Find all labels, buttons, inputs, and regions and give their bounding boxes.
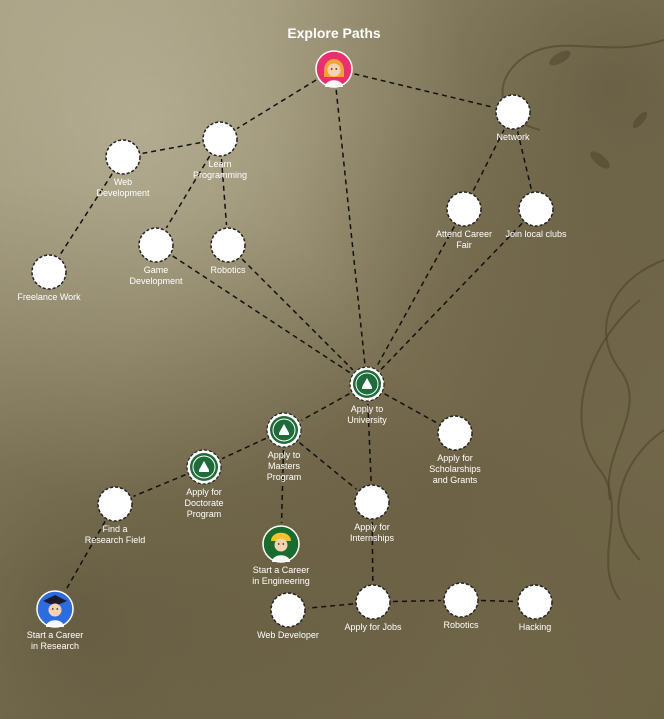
edge-internships-jobs	[371, 521, 374, 583]
node-webdev-label: Web Development	[96, 177, 150, 198]
node-internships-label: Apply for Internships	[350, 522, 395, 543]
edge-masters-internships	[299, 442, 357, 490]
node-university-label: Apply to University	[347, 404, 387, 425]
edge-jobs-web_developer	[307, 603, 354, 609]
edge-research_field-career_research	[64, 520, 106, 592]
vine-decoration	[501, 39, 664, 601]
edge-network-career_fair	[472, 129, 505, 192]
node-scholarships-label: Apply for Scholarships and Grants	[429, 453, 481, 485]
node-freelance-label: Freelance Work	[17, 292, 81, 302]
node-clubs-label: Join local clubs	[505, 229, 567, 239]
node-career_research-label: Start a Career in Research	[27, 630, 84, 651]
edge-clubs-university	[380, 222, 523, 371]
edge-robotics2-hacking	[480, 599, 516, 603]
edge-root-learn	[236, 79, 317, 130]
node-gamedev-label: Game Development	[129, 265, 183, 286]
edge-masters-doctorate	[221, 437, 267, 460]
edges	[59, 73, 533, 609]
node-robotics2[interactable]: Robotics	[443, 582, 479, 630]
edge-network-clubs	[516, 131, 533, 190]
edge-learn-robotics1	[220, 158, 228, 226]
edge-robotics1-university	[241, 258, 354, 371]
node-network[interactable]: Network	[495, 94, 531, 142]
node-career_eng[interactable]: Start a Career in Engineering	[252, 525, 310, 586]
node-web_developer[interactable]: Web Developer	[257, 592, 319, 640]
node-hacking-label: Hacking	[519, 622, 552, 632]
node-hacking[interactable]: Hacking	[517, 584, 553, 632]
node-doctorate[interactable]: Apply for Doctorate Program	[184, 449, 224, 519]
edge-root-network	[354, 73, 494, 109]
edge-doctorate-research_field	[133, 473, 186, 498]
node-robotics2-label: Robotics	[443, 620, 479, 630]
node-career_research[interactable]: Start a Career in Research	[27, 590, 84, 651]
node-web_developer-label: Web Developer	[257, 630, 319, 640]
edge-root-university	[335, 89, 366, 365]
node-network-label: Network	[496, 132, 530, 142]
node-robotics1[interactable]: Robotics	[210, 227, 246, 275]
edge-webdev-freelance	[59, 173, 113, 256]
node-learn-label: Learn Programming	[193, 159, 247, 180]
edge-jobs-robotics2	[392, 599, 442, 603]
diagram-title: Explore Paths	[287, 25, 381, 41]
node-career_eng-label: Start a Career in Engineering	[252, 565, 310, 586]
node-research_field-label: Find a Research Field	[85, 524, 146, 545]
node-masters-label: Apply to Masters Program	[267, 450, 302, 482]
node-root[interactable]	[315, 50, 353, 88]
node-jobs[interactable]: Apply for Jobs	[344, 584, 402, 632]
edge-university-masters	[301, 393, 350, 421]
nodes: Learn Programming Web Development Freelance …	[17, 50, 567, 651]
node-career_fair[interactable]: Attend Career Fair	[436, 191, 492, 250]
node-scholarships[interactable]: Apply for Scholarships and Grants	[429, 415, 481, 485]
node-internships[interactable]: Apply for Internships	[350, 484, 395, 543]
edge-learn-gamedev	[165, 155, 211, 229]
node-masters[interactable]: Apply to Masters Program	[266, 412, 302, 482]
node-webdev[interactable]: Web Development	[96, 139, 150, 198]
edge-career_fair-university	[376, 226, 455, 367]
edge-university-scholarships	[384, 393, 438, 424]
node-learn[interactable]: Learn Programming	[193, 121, 247, 180]
node-jobs-label: Apply for Jobs	[344, 622, 402, 632]
node-clubs[interactable]: Join local clubs	[505, 191, 567, 239]
node-research_field[interactable]: Find a Research Field	[85, 486, 146, 545]
node-freelance[interactable]: Freelance Work	[17, 254, 81, 302]
node-gamedev[interactable]: Game Development	[129, 227, 183, 286]
edge-masters-career_eng	[280, 449, 285, 524]
edge-gamedev-university	[172, 255, 351, 374]
node-university[interactable]: Apply to University	[347, 366, 387, 425]
edge-learn-webdev	[142, 141, 201, 155]
node-career_fair-label: Attend Career Fair	[436, 229, 492, 250]
node-doctorate-label: Apply for Doctorate Program	[184, 487, 223, 519]
edge-university-internships	[367, 403, 372, 483]
node-robotics1-label: Robotics	[210, 265, 246, 275]
